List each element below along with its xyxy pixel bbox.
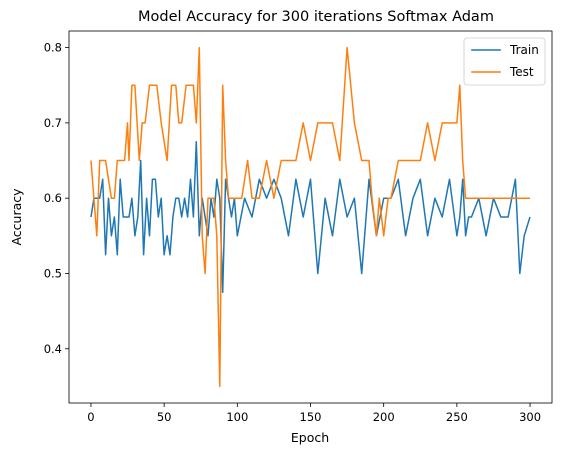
x-tick-label: 100: [226, 410, 248, 424]
y-axis-ticks: 0.4 0.5 0.6 0.7 0.8: [44, 41, 69, 356]
y-tick-label: 0.4: [44, 342, 62, 356]
x-axis-ticks: 0 50 100 150 200 250 300: [87, 403, 541, 424]
x-tick-label: 200: [373, 410, 395, 424]
x-tick-label: 0: [87, 410, 94, 424]
y-tick-label: 0.6: [44, 191, 62, 205]
y-tick-label: 0.5: [44, 266, 62, 280]
chart-title: Model Accuracy for 300 iterations Softma…: [138, 9, 494, 25]
legend-train-label: Train: [509, 43, 539, 57]
y-tick-label: 0.8: [44, 41, 62, 55]
x-tick-label: 150: [300, 410, 322, 424]
legend-test-label: Test: [509, 65, 534, 79]
x-tick-label: 300: [519, 410, 541, 424]
x-tick-label: 50: [157, 410, 172, 424]
legend: Train Test: [463, 37, 546, 86]
x-axis-label: Epoch: [291, 430, 329, 445]
plot-area: [69, 31, 552, 403]
y-tick-label: 0.7: [44, 116, 62, 130]
series-layer: [90, 46, 531, 388]
plot-frame: [68, 30, 553, 404]
y-axis-label: Accuracy: [9, 188, 24, 246]
x-tick-label: 250: [446, 410, 468, 424]
series-line-test: [90, 46, 530, 388]
